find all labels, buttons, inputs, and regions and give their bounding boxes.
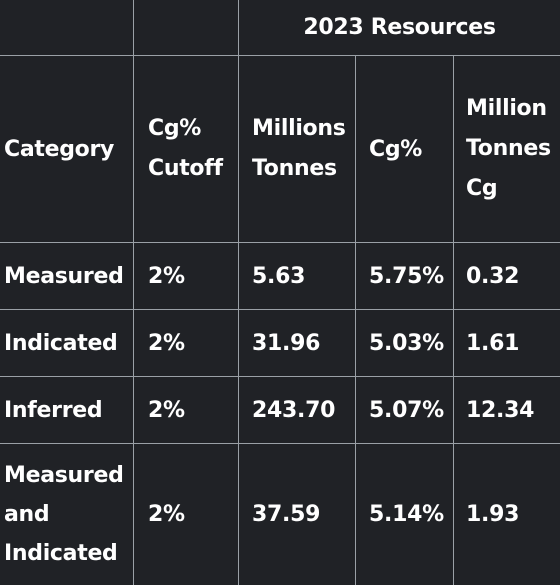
- header-category-label: Category: [4, 136, 115, 162]
- grade-value: 5.07%: [369, 397, 444, 423]
- header-tonnes: Millions Tonnes: [252, 56, 355, 242]
- group-header: 2023 Resources: [239, 0, 560, 55]
- table-row-category: Indicated: [4, 310, 133, 376]
- table-cell-tonnes: 31.96: [252, 310, 355, 376]
- table-cell-contained: 1.61: [466, 310, 560, 376]
- contained-value: 1.93: [466, 502, 520, 527]
- cutoff-value: 2%: [148, 502, 185, 527]
- header-tonnes-line: Millions: [252, 116, 346, 141]
- table-cell-cutoff: 2%: [148, 243, 238, 309]
- header-grade: Cg%: [369, 56, 453, 242]
- tonnes-value: 5.63: [252, 263, 306, 289]
- category-label: and: [4, 502, 50, 527]
- grade-value: 5.75%: [369, 263, 444, 289]
- grid-line: [0, 443, 560, 444]
- cutoff-value: 2%: [148, 263, 185, 289]
- category-label: Inferred: [4, 397, 103, 423]
- table-cell-grade: 5.07%: [369, 377, 453, 443]
- category-label: Measured: [4, 263, 124, 289]
- grid-line: [0, 55, 560, 56]
- header-contained-line: Tonnes: [466, 136, 551, 161]
- header-grade-label: Cg%: [369, 136, 423, 162]
- grid-line: [133, 0, 134, 585]
- contained-value: 12.34: [466, 397, 535, 423]
- grade-value: 5.14%: [369, 502, 444, 527]
- table-cell-contained: 12.34: [466, 377, 560, 443]
- grid-line: [355, 56, 356, 585]
- table-cell-tonnes: 243.70: [252, 377, 355, 443]
- tonnes-value: 243.70: [252, 397, 336, 423]
- header-cutoff-line: Cutoff: [148, 156, 223, 181]
- tonnes-value: 37.59: [252, 502, 321, 527]
- table-cell-grade: 5.14%: [369, 444, 453, 585]
- grade-value: 5.03%: [369, 330, 444, 356]
- table-row-category: Measured: [4, 243, 133, 309]
- header-contained: Million Tonnes Cg: [466, 56, 560, 242]
- contained-value: 1.61: [466, 330, 520, 356]
- grid-line: [0, 376, 560, 377]
- table-cell-contained: 1.93: [466, 444, 560, 585]
- table-cell-cutoff: 2%: [148, 377, 238, 443]
- header-cutoff: Cg% Cutoff: [148, 56, 238, 242]
- category-label: Indicated: [4, 330, 118, 356]
- category-label: Indicated: [4, 541, 118, 566]
- cutoff-value: 2%: [148, 330, 185, 356]
- grid-line: [0, 242, 560, 243]
- group-header-label: 2023 Resources: [303, 15, 496, 40]
- table-row-category: Measured and Indicated: [4, 444, 133, 585]
- header-cutoff-line: Cg%: [148, 116, 202, 141]
- table-cell-cutoff: 2%: [148, 444, 238, 585]
- header-contained-line: Cg: [466, 176, 498, 201]
- table-row-category: Inferred: [4, 377, 133, 443]
- table-cell-grade: 5.75%: [369, 243, 453, 309]
- grid-line: [453, 56, 454, 585]
- header-contained-line: Million: [466, 96, 547, 121]
- table-cell-tonnes: 5.63: [252, 243, 355, 309]
- tonnes-value: 31.96: [252, 330, 321, 356]
- table-cell-cutoff: 2%: [148, 310, 238, 376]
- contained-value: 0.32: [466, 263, 520, 289]
- table-cell-contained: 0.32: [466, 243, 560, 309]
- cutoff-value: 2%: [148, 397, 185, 423]
- grid-line: [238, 0, 239, 585]
- grid-line: [0, 309, 560, 310]
- category-label: Measured: [4, 463, 124, 488]
- header-tonnes-line: Tonnes: [252, 156, 337, 181]
- table-cell-grade: 5.03%: [369, 310, 453, 376]
- table-cell-tonnes: 37.59: [252, 444, 355, 585]
- header-category: Category: [4, 56, 133, 242]
